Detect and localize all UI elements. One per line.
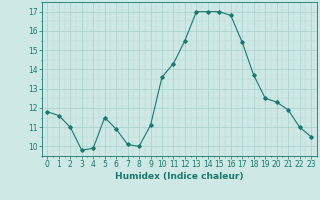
- X-axis label: Humidex (Indice chaleur): Humidex (Indice chaleur): [115, 172, 244, 181]
